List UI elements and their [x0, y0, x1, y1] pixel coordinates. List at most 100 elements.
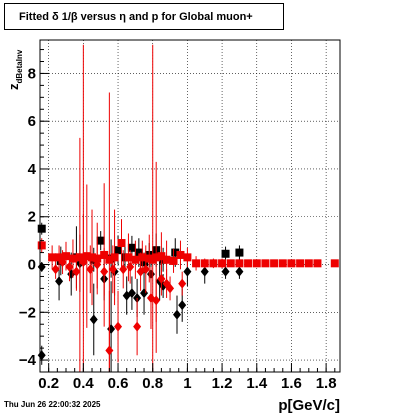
- data-point-diamond: [127, 288, 136, 299]
- data-point-diamond: [141, 264, 150, 275]
- data-point-square: [261, 259, 270, 268]
- data-point-square: [105, 255, 114, 264]
- data-point-square: [171, 248, 180, 257]
- data-point-square: [235, 248, 244, 257]
- data-point-square: [192, 259, 201, 268]
- data-point-square: [37, 241, 46, 250]
- data-point-square: [313, 259, 322, 268]
- data-point-square: [82, 252, 91, 261]
- data-point-square: [62, 252, 71, 261]
- data-point-diamond: [58, 257, 67, 268]
- x-tick-label: 1.8: [316, 375, 337, 392]
- grid: [40, 40, 340, 372]
- y-tick-label: 2: [28, 209, 36, 226]
- data-point-square: [287, 259, 296, 268]
- data-point-square: [270, 259, 279, 268]
- data-layer: [37, 44, 339, 372]
- data-point-diamond: [126, 261, 135, 272]
- data-point-square: [157, 252, 166, 261]
- y-axis-label-sub: dBetaInv: [15, 49, 24, 83]
- data-point-diamond: [108, 264, 117, 275]
- data-point-square: [226, 259, 235, 268]
- data-point-square: [117, 239, 126, 248]
- data-point-square: [235, 259, 244, 268]
- y-axis-label-main: z: [6, 83, 21, 90]
- y-tick-label: −2: [19, 304, 36, 321]
- data-point-square: [96, 236, 105, 245]
- data-point-square: [200, 259, 209, 268]
- timestamp: Thu Jun 26 22:00:32 2025: [4, 400, 101, 409]
- series-2: [37, 44, 339, 372]
- data-point-square: [138, 253, 147, 262]
- chart-title: Fitted δ 1/β versus η and p for Global m…: [4, 3, 284, 30]
- data-point-square: [162, 255, 171, 264]
- data-point-square: [88, 253, 97, 262]
- y-axis-title: zdBetaInv: [6, 49, 24, 90]
- data-point-diamond: [93, 259, 102, 270]
- data-point-square: [68, 254, 77, 263]
- data-point-square: [48, 253, 57, 262]
- data-point-square: [218, 259, 227, 268]
- data-point-diamond: [105, 345, 114, 356]
- data-point-diamond: [119, 264, 128, 275]
- x-tick-label: 1.4: [246, 375, 268, 392]
- x-tick-label: 1: [183, 375, 191, 392]
- data-point-diamond: [37, 350, 46, 361]
- y-tick-label: 0: [28, 257, 36, 274]
- plot-frame: [39, 39, 341, 373]
- x-tick-label: 0.6: [108, 375, 129, 392]
- data-point-diamond: [79, 257, 88, 268]
- data-point-diamond: [72, 266, 81, 277]
- y-tick-label: 6: [28, 113, 36, 130]
- data-point-diamond: [157, 273, 166, 284]
- data-point-square: [110, 253, 119, 262]
- series-3: [51, 214, 187, 372]
- axes: 0.2 0.4 0.6 0.8 1 1.2 1.4 1.6 1.8 −4 −2 0 2 4 6 8: [19, 49, 337, 392]
- y-tick-label: 4: [28, 161, 37, 178]
- data-point-diamond: [51, 264, 60, 275]
- data-point-diamond: [37, 261, 46, 272]
- data-point-diamond: [172, 309, 181, 320]
- data-point-diamond: [178, 278, 187, 289]
- data-point-diamond: [152, 295, 161, 306]
- data-point-diamond: [86, 264, 95, 275]
- data-point-square: [221, 249, 230, 258]
- y-tick-label: −4: [19, 352, 37, 369]
- x-tick-label: 0.2: [38, 375, 59, 392]
- x-axis-title: p[GeV/c]: [278, 397, 340, 414]
- data-point-square: [330, 259, 339, 268]
- data-point-square: [124, 253, 133, 262]
- data-point-square: [304, 259, 313, 268]
- data-point-diamond: [55, 276, 64, 287]
- data-point-diamond: [221, 266, 230, 277]
- data-point-square: [183, 253, 192, 262]
- data-point-square: [209, 259, 218, 268]
- x-tick-label: 0.8: [142, 375, 163, 392]
- data-point-diamond: [89, 314, 98, 325]
- data-point-square: [127, 243, 136, 252]
- data-point-square: [176, 250, 185, 259]
- data-point-square: [278, 259, 287, 268]
- data-point-square: [244, 259, 253, 268]
- x-tick-label: 0.4: [73, 375, 95, 392]
- x-tick-label: 1.2: [212, 375, 233, 392]
- data-point-diamond: [65, 261, 74, 272]
- data-point-diamond: [114, 321, 123, 332]
- data-point-diamond: [140, 288, 149, 299]
- data-point-square: [55, 253, 64, 262]
- data-point-square: [131, 255, 140, 264]
- data-point-diamond: [133, 321, 142, 332]
- data-point-diamond: [183, 266, 192, 277]
- data-point-diamond: [166, 283, 175, 294]
- data-point-diamond: [178, 300, 187, 311]
- data-point-diamond: [100, 266, 109, 277]
- y-tick-label: 8: [28, 65, 36, 82]
- data-point-square: [114, 246, 123, 255]
- data-point-square: [140, 258, 149, 267]
- data-point-diamond: [200, 266, 209, 277]
- data-point-square: [252, 259, 261, 268]
- data-point-square: [169, 256, 178, 265]
- data-point-square: [134, 248, 143, 257]
- data-point-diamond: [107, 324, 116, 335]
